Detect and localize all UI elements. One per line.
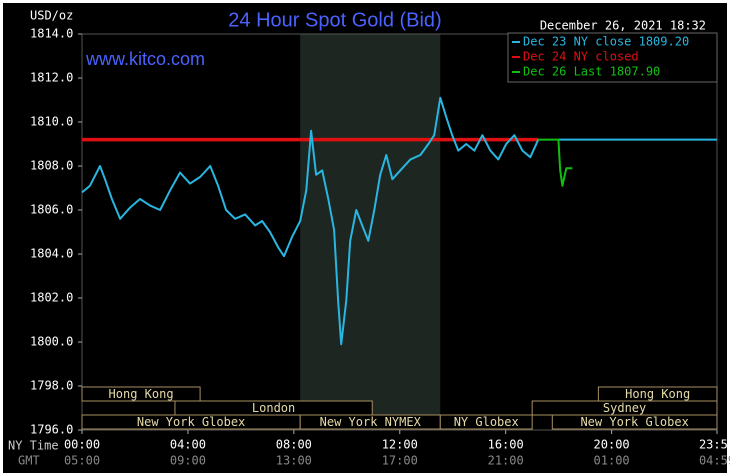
legend-label: Dec 23 NY close 1809.20 <box>523 35 689 49</box>
x-tick-label: 08:00 <box>276 438 312 452</box>
session-label: New York Globex <box>137 415 245 429</box>
legend-label: Dec 24 NY closed <box>523 50 639 64</box>
x-tick-label: 23:59 <box>699 438 730 452</box>
chart-title: 24 Hour Spot Gold (Bid) <box>228 9 441 31</box>
session-label: New York Globex <box>580 415 688 429</box>
x-tick-label: 20:00 <box>594 438 630 452</box>
session-label: Hong Kong <box>625 387 690 401</box>
series-line <box>538 138 573 187</box>
x-tick-label: 16:00 <box>488 438 524 452</box>
session-label: London <box>252 401 295 415</box>
x-tick-label: 00:00 <box>64 438 100 452</box>
session-label: Hong Kong <box>109 387 174 401</box>
x-tick-label: 04:00 <box>170 438 206 452</box>
session-label: Sydney <box>603 401 646 415</box>
session-box <box>81 386 201 402</box>
x2-tick-label: 05:00 <box>64 454 100 468</box>
legend-label: Dec 26 Last 1807.90 <box>523 65 660 79</box>
y-tick-label: 1796.0 <box>30 423 73 437</box>
session-box <box>551 414 718 430</box>
y-tick-label: 1808.0 <box>30 159 73 173</box>
y-tick-label: 1802.0 <box>30 291 73 305</box>
y-tick-label: 1814.0 <box>30 27 73 41</box>
session-label: NY Globex <box>454 415 519 429</box>
x2-tick-label: 09:00 <box>170 454 206 468</box>
timestamp: December 26, 2021 18:32 <box>540 19 706 33</box>
series-line <box>81 96 717 346</box>
plot-layer <box>81 33 718 431</box>
x2-tick-label: 13:00 <box>276 454 312 468</box>
x-axis-label: NY Time <box>8 439 59 453</box>
legend-box <box>507 32 718 83</box>
x-tick-label: 12:00 <box>382 438 418 452</box>
unit-label: USD/oz <box>30 9 73 23</box>
x2-tick-label: 17:00 <box>382 454 418 468</box>
session-box <box>597 386 718 402</box>
x2-tick-label: 01:00 <box>594 454 630 468</box>
watermark: www.kitco.com <box>85 49 205 69</box>
y-tick-label: 1804.0 <box>30 247 73 261</box>
x2-tick-label: 21:00 <box>488 454 524 468</box>
y-tick-label: 1806.0 <box>30 203 73 217</box>
y-tick-label: 1800.0 <box>30 335 73 349</box>
x2-tick-label: 04:59 <box>699 454 730 468</box>
session-box <box>439 414 533 430</box>
y-tick-label: 1810.0 <box>30 115 73 129</box>
y-tick-label: 1812.0 <box>30 71 73 85</box>
x2-axis-label: GMT <box>18 454 40 468</box>
session-label: New York NYMEX <box>320 415 422 429</box>
y-tick-label: 1798.0 <box>30 379 73 393</box>
